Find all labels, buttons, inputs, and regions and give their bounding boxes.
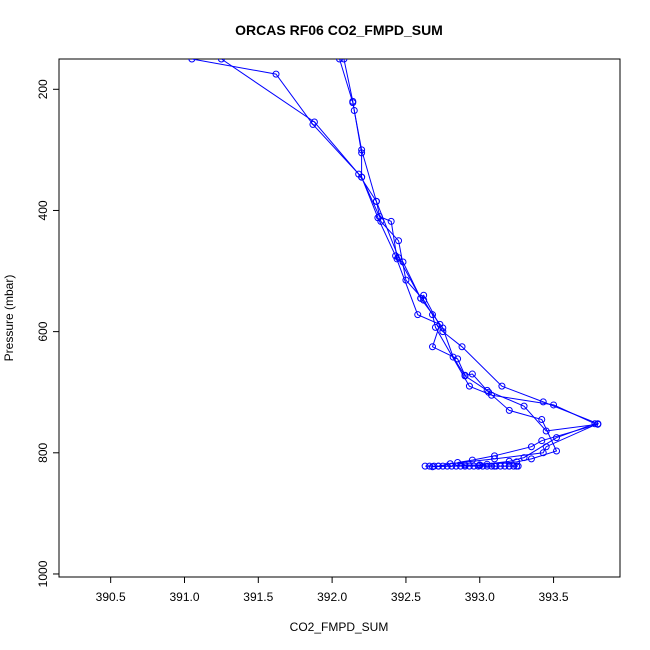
data-point bbox=[527, 455, 535, 463]
data-point bbox=[470, 462, 478, 470]
data-point bbox=[488, 462, 496, 470]
data-point bbox=[468, 370, 476, 378]
data-point bbox=[310, 118, 318, 126]
data-point bbox=[358, 173, 366, 181]
series-line bbox=[221, 59, 597, 468]
data-point bbox=[542, 427, 550, 435]
data-point bbox=[443, 462, 451, 470]
data-point bbox=[429, 343, 437, 351]
data-point bbox=[434, 462, 442, 470]
x-tick-label: 393.0 bbox=[465, 590, 495, 604]
series-line bbox=[191, 59, 600, 467]
data-point bbox=[594, 420, 602, 428]
data-point bbox=[539, 398, 547, 406]
data-point bbox=[452, 462, 460, 470]
data-point bbox=[527, 443, 535, 451]
data-point bbox=[372, 197, 380, 205]
series-line bbox=[343, 59, 558, 465]
data-point bbox=[414, 311, 422, 319]
data-point bbox=[505, 462, 513, 470]
x-tick-label: 391.0 bbox=[169, 590, 199, 604]
data-point bbox=[429, 311, 437, 319]
data-point bbox=[553, 447, 561, 455]
series-line bbox=[339, 59, 599, 467]
data-point bbox=[538, 437, 546, 445]
data-point bbox=[358, 146, 366, 154]
x-axis: 390.5 391.0 391.5 392.0 392.5 393.0 393.5 bbox=[96, 577, 569, 604]
data-point bbox=[272, 70, 280, 78]
y-tick-label: 800 bbox=[36, 442, 50, 462]
data-point bbox=[591, 420, 599, 428]
x-tick-label: 391.5 bbox=[243, 590, 273, 604]
data-point bbox=[505, 406, 513, 414]
data-point bbox=[505, 457, 513, 465]
data-point bbox=[479, 462, 487, 470]
data-point bbox=[461, 462, 469, 470]
data-point bbox=[350, 106, 358, 114]
x-tick-label: 393.5 bbox=[539, 590, 569, 604]
data-point bbox=[439, 462, 447, 470]
data-point bbox=[448, 462, 456, 470]
data-point bbox=[483, 462, 491, 470]
series-layer bbox=[188, 59, 602, 471]
data-point bbox=[458, 343, 466, 351]
y-tick-label: 400 bbox=[36, 200, 50, 220]
data-point bbox=[426, 462, 434, 470]
x-tick-label: 390.5 bbox=[96, 590, 126, 604]
data-point bbox=[417, 294, 425, 302]
data-point bbox=[188, 59, 196, 63]
data-point bbox=[483, 386, 491, 394]
data-point bbox=[349, 99, 357, 107]
data-point bbox=[474, 462, 482, 470]
data-point bbox=[514, 462, 522, 470]
data-point bbox=[465, 382, 473, 390]
data-point bbox=[387, 217, 395, 225]
data-point bbox=[491, 452, 499, 460]
data-point bbox=[501, 462, 509, 470]
data-point bbox=[465, 462, 473, 470]
y-tick-label: 600 bbox=[36, 321, 50, 341]
data-point bbox=[449, 353, 457, 361]
data-point bbox=[539, 449, 547, 457]
data-point bbox=[336, 59, 343, 63]
y-tick-label: 1000 bbox=[36, 560, 50, 587]
data-point bbox=[421, 462, 429, 470]
y-axis: 200 400 600 800 1000 bbox=[36, 79, 59, 587]
chart-title: ORCAS RF06 CO2_FMPD_SUM bbox=[235, 22, 443, 38]
data-point bbox=[483, 460, 491, 468]
data-point bbox=[217, 59, 225, 63]
data-point bbox=[461, 372, 469, 380]
x-tick-label: 392.5 bbox=[391, 590, 421, 604]
data-point bbox=[510, 462, 518, 470]
data-point bbox=[439, 324, 447, 332]
data-point bbox=[457, 462, 465, 470]
data-point bbox=[374, 214, 382, 222]
x-tick-label: 392.0 bbox=[317, 590, 347, 604]
data-point bbox=[498, 382, 506, 390]
y-tick-label: 200 bbox=[36, 79, 50, 99]
data-point bbox=[340, 59, 348, 63]
y-axis-label: Pressure (mbar) bbox=[2, 275, 16, 362]
plot-frame bbox=[58, 58, 621, 578]
data-point bbox=[430, 462, 438, 470]
data-point bbox=[550, 401, 558, 409]
x-axis-label: CO2_FMPD_SUM bbox=[290, 620, 389, 634]
data-point bbox=[520, 402, 528, 410]
data-point bbox=[538, 415, 546, 423]
data-point bbox=[492, 462, 500, 470]
data-point bbox=[395, 237, 403, 245]
data-point bbox=[395, 254, 403, 262]
data-point bbox=[496, 462, 504, 470]
